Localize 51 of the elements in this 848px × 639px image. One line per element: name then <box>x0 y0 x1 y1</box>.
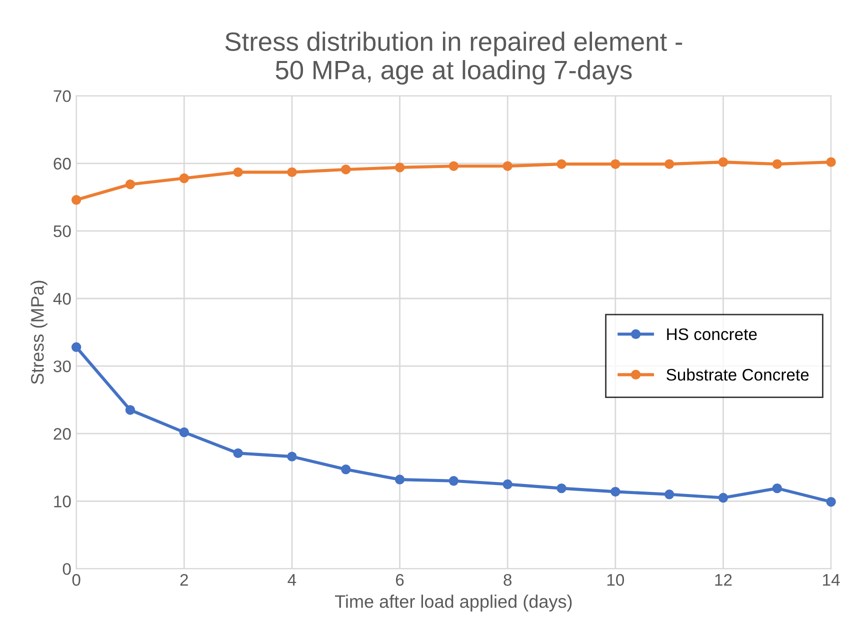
point <box>341 464 351 474</box>
x-tick-label: 6 <box>396 574 404 586</box>
point <box>772 483 782 494</box>
y-tick-label: 20 <box>54 428 71 440</box>
point <box>125 405 136 415</box>
y-tick-label: 40 <box>53 292 71 305</box>
legend-label: Substrate Concrete <box>666 368 809 381</box>
point <box>664 159 674 169</box>
legend-label: HS concrete <box>667 328 757 340</box>
y-tick-label: 30 <box>54 360 71 372</box>
point <box>772 159 782 169</box>
x-tick-label: 14 <box>823 574 840 586</box>
point <box>556 483 566 494</box>
point <box>179 173 189 184</box>
point <box>448 476 459 486</box>
x-tick-label: 8 <box>504 574 512 586</box>
point <box>718 157 728 167</box>
y-axis-title: Stress (MPa) <box>30 280 48 384</box>
point <box>448 161 459 171</box>
point <box>71 342 82 352</box>
point <box>287 452 297 462</box>
point <box>179 427 189 438</box>
point <box>610 159 620 169</box>
point <box>71 195 82 205</box>
point <box>826 157 836 167</box>
point <box>718 492 728 503</box>
y-tick-label: 10 <box>54 496 71 508</box>
point <box>826 496 836 507</box>
point <box>233 448 243 458</box>
point <box>341 164 351 174</box>
point <box>556 159 566 169</box>
point <box>125 179 136 190</box>
point <box>394 162 405 172</box>
x-tick-label: 2 <box>180 574 188 586</box>
x-axis-title: Time after load applied (days) <box>335 594 572 612</box>
y-tick-label: 50 <box>54 225 71 238</box>
point <box>233 167 243 178</box>
point <box>664 490 674 500</box>
y-tick-label: 70 <box>54 90 71 102</box>
point <box>610 486 620 497</box>
point <box>502 479 512 490</box>
x-tick-label: 4 <box>288 574 296 586</box>
chart-title: Stress distribution in repaired element - 50 MPa, age at loading 7-days <box>225 32 682 85</box>
point <box>287 167 297 178</box>
x-tick-label: 0 <box>72 574 80 586</box>
y-tick-label: 0 <box>62 563 71 575</box>
x-tick-label: 12 <box>715 574 732 586</box>
y-tick-label: 60 <box>54 158 71 170</box>
point <box>394 474 405 484</box>
point <box>502 161 512 171</box>
x-tick-label: 10 <box>607 574 624 586</box>
